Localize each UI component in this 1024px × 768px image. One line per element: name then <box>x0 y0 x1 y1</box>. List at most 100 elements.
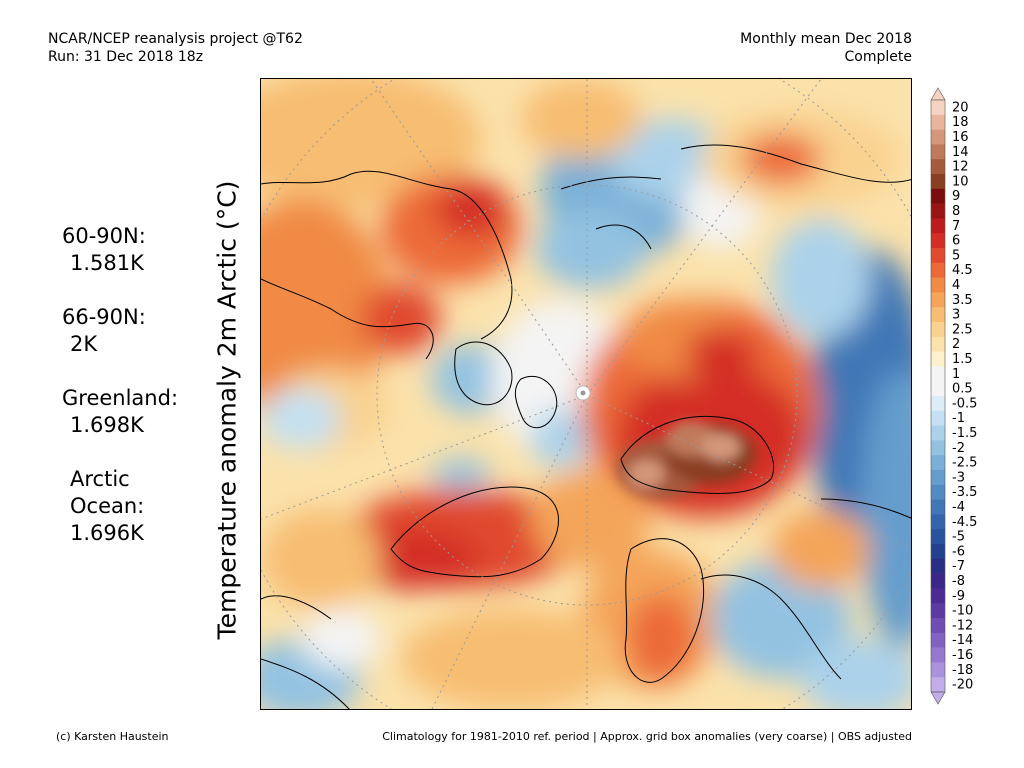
colorbar-tick-label: -2.5 <box>952 456 977 471</box>
colorbar-bottom-arrow <box>930 691 946 705</box>
header-left: NCAR/NCEP reanalysis project @T62 Run: 3… <box>48 30 303 66</box>
colorbar-tick-label: 18 <box>952 115 969 130</box>
colorbar-swatch <box>931 381 945 397</box>
colorbar-tick-label: -8 <box>952 574 965 589</box>
colorbar-tick-label: 2.5 <box>952 322 973 337</box>
colorbar-tick-label: 1 <box>952 367 960 382</box>
colorbar-tick-label: 1.5 <box>952 352 973 367</box>
colorbar-tick-label: -2 <box>952 441 965 456</box>
colorbar-tick-label: -12 <box>952 618 973 633</box>
colorbar-swatch <box>931 499 945 515</box>
stat-label: Greenland: <box>62 386 179 410</box>
colorbar-swatch <box>931 632 945 648</box>
colorbar-tick-label: 7 <box>952 219 960 234</box>
anomaly-map <box>260 78 912 710</box>
colorbar-tick-label: -7 <box>952 559 965 574</box>
colorbar-swatch <box>931 514 945 530</box>
colorbar-swatch <box>931 544 945 560</box>
colorbar-tick-label: 8 <box>952 204 960 219</box>
colorbar-swatch <box>931 322 945 338</box>
colorbar-swatch <box>931 647 945 663</box>
colorbar-tick-label: 0.5 <box>952 382 973 397</box>
colorbar-tick-label: -14 <box>952 633 973 648</box>
colorbar-tick-label: 3.5 <box>952 293 973 308</box>
colorbar-swatch <box>931 188 945 204</box>
colorbar-tick-label: -10 <box>952 604 973 619</box>
colorbar-swatch <box>931 159 945 175</box>
colorbar-tick-label: -4 <box>952 500 965 515</box>
colorbar-tick-label: -4.5 <box>952 515 977 530</box>
colorbar-tick-label: -0.5 <box>952 396 977 411</box>
colorbar-tick-label: 20 <box>952 100 969 115</box>
colorbar-tick-label: 5 <box>952 248 960 263</box>
stat-arctic-ocean: Arctic Ocean: 1.696K <box>70 466 144 547</box>
colorbar-swatch <box>931 233 945 249</box>
footnote: Climatology for 1981-2010 ref. period | … <box>382 730 912 743</box>
colorbar-swatch <box>931 114 945 130</box>
colorbar-swatch <box>931 588 945 604</box>
colorbar-tick-label: -3 <box>952 470 965 485</box>
colorbar-swatch <box>931 366 945 382</box>
colorbar-tick-label: -3.5 <box>952 485 977 500</box>
colorbar-tick-label: 4.5 <box>952 263 973 278</box>
colorbar-tick-label: 12 <box>952 160 969 175</box>
stat-value: 1.698K <box>70 413 144 437</box>
colorbar-tick-label: 4 <box>952 278 960 293</box>
colorbar-tick-label: 3 <box>952 308 960 323</box>
colorbar-swatch <box>931 484 945 500</box>
colorbar-tick-label: 14 <box>952 145 969 160</box>
colorbar-swatch <box>931 573 945 589</box>
colorbar-tick-label: -9 <box>952 589 965 604</box>
colorbar-swatch <box>931 410 945 426</box>
colorbar-swatch <box>931 144 945 160</box>
run-time: Run: 31 Dec 2018 18z <box>48 49 204 65</box>
colorbar-outline <box>930 99 946 693</box>
colorbar: 201816141210987654.543.532.521.510.5-0.5… <box>930 87 977 705</box>
colorbar-swatch <box>931 262 945 278</box>
stat-value: 1.696K <box>70 521 144 545</box>
colorbar-tick-label: 16 <box>952 130 969 145</box>
colorbar-tick-label: -1.5 <box>952 426 977 441</box>
colorbar-swatch <box>931 440 945 456</box>
stat-label: 60-90N: <box>62 224 146 248</box>
colorbar-swatch <box>931 218 945 234</box>
stat-label: 66-90N: <box>62 305 146 329</box>
colorbar-swatch <box>931 174 945 190</box>
colorbar-swatch <box>931 677 945 693</box>
graticule <box>261 79 911 709</box>
stat-value: 1.581K <box>70 251 144 275</box>
stat-greenland: Greenland: 1.698K <box>62 385 178 439</box>
colorbar-swatch <box>931 292 945 308</box>
colorbar-swatches <box>930 87 946 705</box>
stat-value: 2K <box>70 332 98 356</box>
header-right: Monthly mean Dec 2018 Complete <box>740 30 912 66</box>
stat-label-2: Ocean: <box>70 494 145 518</box>
colorbar-tick-label: 9 <box>952 189 960 204</box>
colorbar-swatch <box>931 277 945 293</box>
colorbar-swatch <box>931 618 945 634</box>
colorbar-swatch <box>931 529 945 545</box>
colorbar-tick-label: -6 <box>952 544 965 559</box>
colorbar-swatch <box>931 351 945 367</box>
colorbar-swatch <box>931 307 945 323</box>
colorbar-swatch <box>931 558 945 574</box>
colorbar-swatch <box>931 100 945 116</box>
stat-66-90n: 66-90N: 2K <box>62 304 146 358</box>
colorbar-swatch <box>931 396 945 412</box>
stat-60-90n: 60-90N: 1.581K <box>62 223 146 277</box>
north-pole-marker <box>575 385 591 401</box>
colorbar-top-arrow <box>930 87 946 101</box>
colorbar-tick-label: 6 <box>952 234 960 249</box>
colorbar-swatch <box>931 203 945 219</box>
completion-status: Complete <box>844 49 912 65</box>
colorbar-swatch <box>931 603 945 619</box>
colorbar-swatch <box>931 470 945 486</box>
model-title: NCAR/NCEP reanalysis project @T62 <box>48 31 303 47</box>
colorbar-swatch <box>931 455 945 471</box>
colorbar-tick-label: 10 <box>952 174 969 189</box>
y-axis-label: Temperature anomaly 2m Arctic (°C) <box>212 180 242 640</box>
colorbar-swatch <box>931 425 945 441</box>
colorbar-swatch <box>931 662 945 678</box>
period-title: Monthly mean Dec 2018 <box>740 31 912 47</box>
stat-label: Arctic <box>70 467 130 491</box>
